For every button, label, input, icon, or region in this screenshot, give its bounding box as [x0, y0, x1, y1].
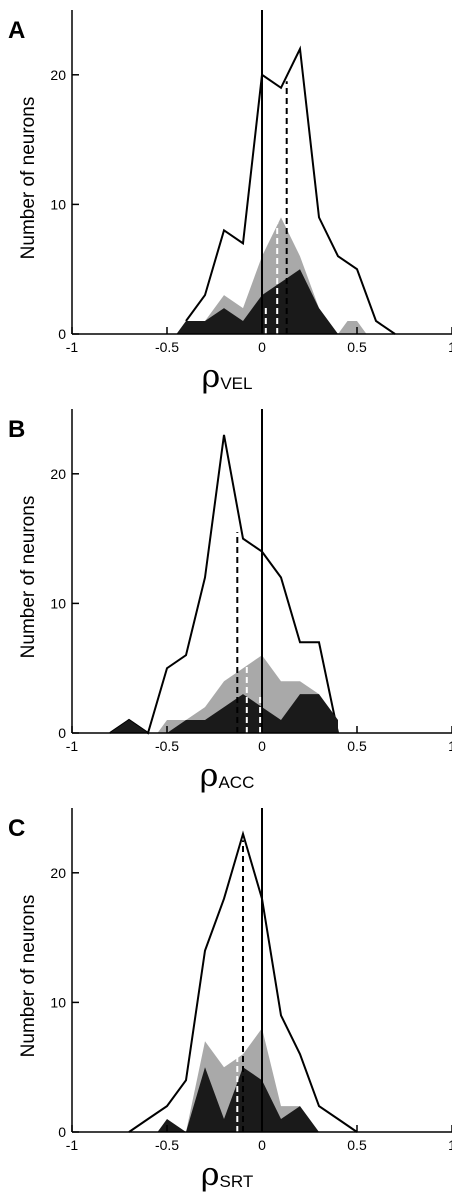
x-axis-subscript: VEL: [220, 374, 252, 393]
x-axis-symbol: ρ: [201, 1155, 220, 1193]
y-tick-label: 20: [50, 67, 66, 83]
panel-label: C: [8, 815, 25, 842]
y-axis-label: Number of neurons: [18, 895, 39, 1058]
x-tick-label: 0.5: [347, 1137, 367, 1153]
x-tick-label: 1: [448, 738, 452, 754]
y-tick-label: 10: [50, 196, 66, 212]
x-tick-label: -0.5: [155, 339, 179, 355]
x-tick-label: 0: [258, 1137, 266, 1153]
y-axis-label: Number of neurons: [18, 97, 39, 260]
series-area-2: [110, 694, 338, 733]
panel-label: B: [8, 416, 25, 443]
y-tick-label: 20: [50, 466, 66, 482]
x-tick-label: -0.5: [155, 1137, 179, 1153]
x-tick-label: -1: [66, 1137, 79, 1153]
x-axis-symbol: ρ: [202, 357, 221, 395]
histogram-chart: C 0 10 20 -1 -0.5 0 0.5 1 Number of neurons ρSRT: [8, 808, 452, 1193]
y-tick-label: 10: [50, 595, 66, 611]
y-tick-label: 20: [50, 865, 66, 881]
series-area-2: [176, 269, 338, 334]
x-tick-label: -1: [66, 339, 79, 355]
x-axis-label: ρACC: [200, 756, 255, 794]
series-outline-0: [185, 45, 396, 335]
histogram-chart: A 0 10 20 -1 -0.5 0 0.5 1 Number of neurons ρVEL: [8, 10, 452, 395]
panel-label: A: [8, 17, 25, 44]
x-tick-label: 0: [258, 738, 266, 754]
y-tick-label: 0: [58, 326, 66, 342]
panel-c: C 0 10 20 -1 -0.5 0 0.5 1 Number of neurons ρSRT: [0, 798, 452, 1197]
series-area-1: [176, 217, 367, 334]
x-tick-label: 0.5: [347, 738, 367, 754]
x-tick-label: 1: [448, 1137, 452, 1153]
histogram-chart: B 0 10 20 -1 -0.5 0 0.5 1 Number of neurons ρACC: [8, 409, 452, 794]
series-outline-0: [128, 830, 358, 1133]
y-tick-label: 0: [58, 725, 66, 741]
x-axis-label: ρSRT: [201, 1155, 254, 1193]
y-tick-label: 10: [50, 994, 66, 1010]
x-tick-label: 1: [448, 339, 452, 355]
y-axis-label: Number of neurons: [18, 496, 39, 659]
x-tick-label: -0.5: [155, 738, 179, 754]
x-axis-label: ρVEL: [202, 357, 253, 395]
x-tick-label: 0.5: [347, 339, 367, 355]
panel-b: B 0 10 20 -1 -0.5 0 0.5 1 Number of neurons ρACC: [0, 399, 452, 798]
y-tick-label: 0: [58, 1124, 66, 1140]
x-tick-label: 0: [258, 339, 266, 355]
x-tick-label: -1: [66, 738, 79, 754]
x-axis-subscript: SRT: [220, 1172, 254, 1191]
panel-a: A 0 10 20 -1 -0.5 0 0.5 1 Number of neurons ρVEL: [0, 0, 452, 399]
x-axis-subscript: ACC: [218, 773, 254, 792]
x-axis-symbol: ρ: [200, 756, 219, 794]
